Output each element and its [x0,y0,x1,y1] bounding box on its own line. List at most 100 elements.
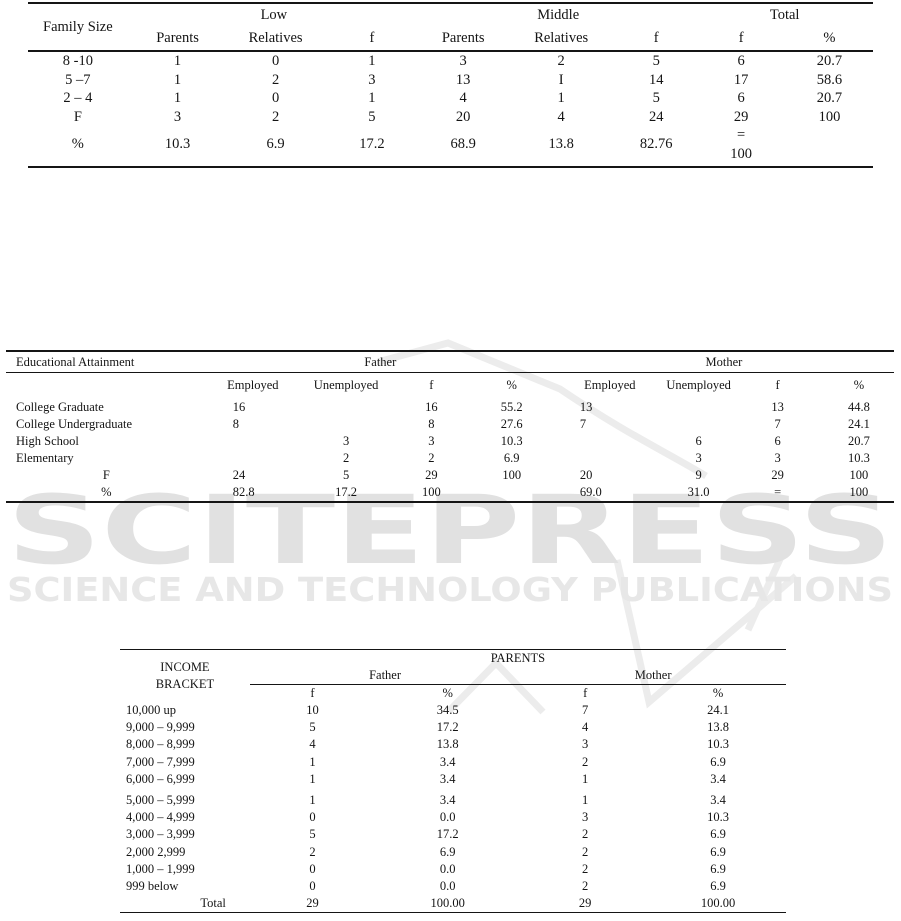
table-cell: 55.2 [500,400,523,414]
table-cell: 6.9 [503,451,520,465]
spacer-cell [6,373,207,400]
table-cell: 2 [428,451,435,465]
group-header-middle: Middle [537,7,580,23]
table-cell: 1 [582,771,589,786]
watermark-brand-text: SCITEPRESS [7,476,893,586]
table-cell: 1 [173,53,182,69]
table-row: 8,000 – 8,999 4 13.8 3 10.3 [120,736,786,753]
row-label: College Undergraduate [16,417,133,431]
table-cell: 5 [342,468,350,482]
row-label: 5,000 – 5,999 [126,793,195,808]
table-row: 1,000 – 1,999 0 0.0 2 6.9 [120,861,786,878]
table-cell: 1 [173,90,182,106]
table-cell: 3.4 [439,793,456,808]
table-cell: 6.9 [710,844,726,859]
table-cell: 7 [579,417,587,431]
table-row: College Undergraduate 8 8 27.6 7 7 24.1 [6,416,894,433]
table-cell [666,399,732,416]
table-cell: 10.3 [500,434,523,448]
table-row: 4,000 – 4,999 0 0.0 3 10.3 [120,809,786,826]
table-cell: 100 [849,468,869,482]
table-cell: 17.2 [359,136,385,153]
table-cell: 34.5 [436,703,459,717]
table-cell: 2 [582,879,589,894]
table-cell: 82.8 [232,485,255,499]
table-cell [299,399,393,416]
column-header: Relatives [506,27,617,52]
table-cell: 24.1 [707,703,729,717]
table-row: 5 –7 1 2 3 13 I 14 17 58.6 [28,71,873,90]
column-header: Relatives [227,27,324,52]
table-cell: 0 [309,879,316,894]
table-cell: 2 [342,451,350,465]
row-header: INCOME BRACKET [155,660,215,691]
table-cell: 100 [421,485,441,499]
column-header: f [310,686,315,700]
table-row: 2 – 4 1 0 1 4 1 5 6 20.7 [28,89,873,108]
table-cell: 24 [648,108,664,125]
row-label: % [101,485,112,499]
group-header-total: Total [769,7,800,23]
income-bracket-table: INCOME BRACKET PARENTS Father Mother f %… [120,649,786,914]
educational-attainment-table: Educational Attainment Father Mother Emp… [6,350,894,503]
row-label: College Graduate [16,400,104,414]
table-cell: 29 [425,468,438,482]
row-label: 8 -10 [62,53,93,69]
column-header: f [616,27,697,52]
column-header-row: Parents Relatives f Parents Relatives f … [28,27,873,52]
family-size-table: Family Size Low Middle Total Parents Rel… [28,2,873,168]
table-cell: 44.8 [847,400,870,414]
table-cell: 3.4 [439,754,456,769]
table-cell: 2 [582,827,589,842]
table-cell: 10 [306,703,319,717]
row-label: 1,000 – 1,999 [126,861,195,876]
row-header: Family Size [28,3,128,52]
table-cell: 0 [309,861,316,876]
table-cell: 14 [648,71,664,88]
table-cell: 27.6 [500,417,523,431]
table-cell: 6.9 [710,879,726,894]
column-header-row: Employed Unemployed f % Employed Unemplo… [6,373,894,400]
column-header: Parents [127,27,228,52]
table-cell: 0 [271,53,280,69]
table-cell: 6 [774,434,781,448]
table-cell: 20.7 [847,434,870,448]
table-cell: 5 [652,53,660,69]
table-cell: 24.1 [847,417,870,431]
row-label: F [73,108,82,125]
table-row: 10,000 up 10 34.5 7 24.1 [120,702,786,719]
table-cell: 20 [579,468,593,482]
table-cell: 2 [271,71,280,88]
table-cell: 20.7 [816,90,843,106]
table-cell: 0 [271,90,280,106]
column-header: f [583,686,588,700]
column-header: Unemployed [313,378,379,392]
table-row: 3,000 – 3,999 5 17.2 2 6.9 [120,826,786,843]
table-cell: 3 [342,434,350,448]
table-cell: = 100 [730,127,753,162]
table-cell: 2 [557,53,565,69]
table-cell: 6.9 [710,754,726,769]
column-header: % [853,378,865,392]
table-cell: 2 [309,844,316,859]
table-cell: 3.4 [710,793,726,808]
table-cell [554,450,666,467]
column-header: % [506,378,517,392]
group-header-low: Low [260,7,288,23]
table-cell: 3 [428,434,435,448]
table-cell: 24 [232,468,246,482]
table-cell: 3.4 [710,771,726,786]
table-cell: 3 [459,53,467,69]
row-label: High School [16,434,79,448]
column-header: Employed [227,378,279,392]
table-cell: 17.2 [335,485,358,499]
table-cell: 17 [733,71,749,88]
table-cell: 82.76 [639,136,673,153]
table-row: 9,000 – 9,999 5 17.2 4 13.8 [120,719,786,736]
table-cell: 69.0 [579,485,602,499]
table-cell: 4 [459,90,467,106]
table-cell: 5 [652,90,660,106]
table-cell: 29 [306,896,319,911]
watermark-swoosh-line [377,339,708,479]
table-cell: 3 [774,451,781,465]
